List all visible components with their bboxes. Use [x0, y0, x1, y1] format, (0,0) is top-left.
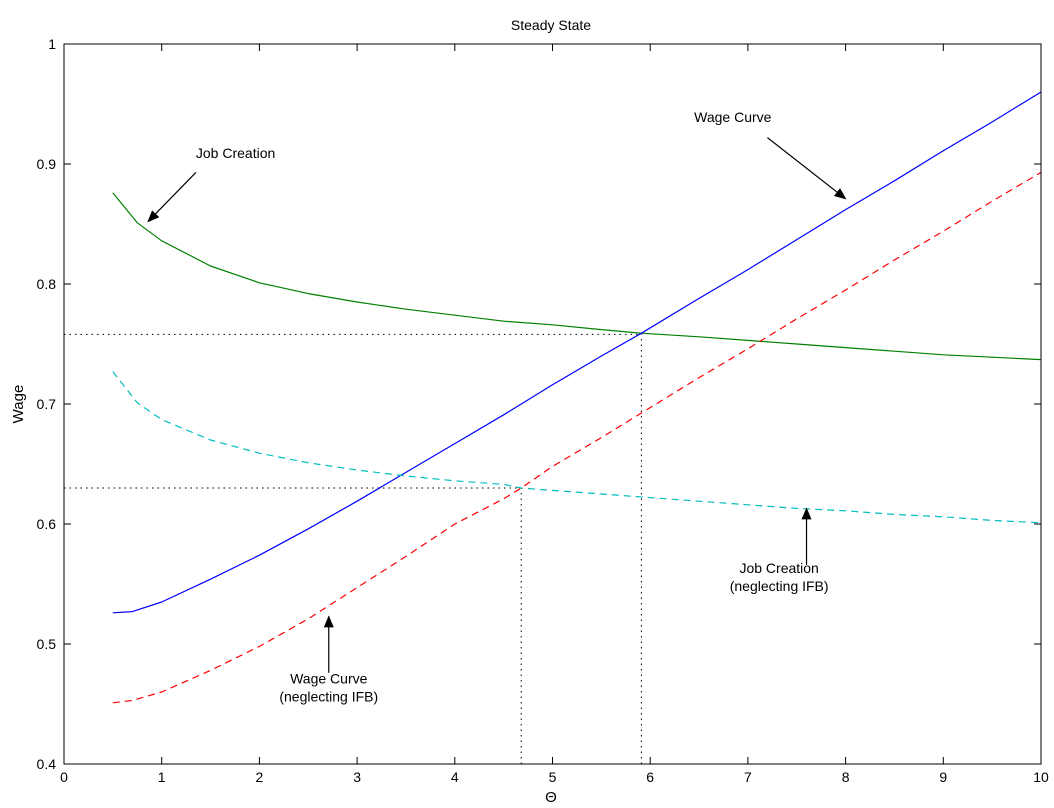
y-tick-label: 0.7	[37, 396, 57, 412]
x-axis-label: Θ	[545, 789, 557, 806]
y-tick-label: 0.5	[37, 636, 57, 652]
chart-title: Steady State	[511, 17, 591, 33]
x-tick-label: 1	[158, 769, 166, 785]
y-tick-label: 0.6	[37, 516, 57, 532]
job-creation-label: Job Creation	[196, 145, 275, 161]
x-tick-label: 3	[353, 769, 361, 785]
x-tick-label: 9	[939, 769, 947, 785]
x-tick-label: 4	[451, 769, 459, 785]
y-tick-label: 0.4	[37, 756, 57, 772]
x-tick-label: 0	[60, 769, 68, 785]
job-creation-label-arrow	[147, 171, 197, 223]
y-tick-label: 1	[48, 36, 56, 52]
x-tick-label: 10	[1033, 769, 1049, 785]
wage-curve-label: Wage Curve	[694, 109, 772, 125]
y-axis-label: Wage	[10, 385, 27, 424]
series-line-job-creation	[112, 192, 1042, 361]
x-tick-label: 8	[842, 769, 850, 785]
job-creation-no-ifb-label-line: (neglecting IFB)	[730, 578, 829, 594]
plot-area	[64, 91, 1042, 764]
wage-curve-no-ifb-label-line: (neglecting IFB)	[279, 689, 378, 705]
job-creation-no-ifb-label: Job Creation (neglecting IFB)	[730, 560, 829, 594]
x-tick-label: 7	[744, 769, 752, 785]
job-creation-label-line: Job Creation	[196, 145, 275, 161]
axis-ticks: 0 1 2 3 4 5 6 7 8 9 10 0.4 0.5 0.6 0.7 0.8 0.9 1	[37, 36, 1049, 785]
series-line-wage-curve-no-ifb	[112, 171, 1042, 704]
x-tick-label: 5	[549, 769, 557, 785]
y-tick-label: 0.8	[37, 276, 57, 292]
x-tick-label: 6	[646, 769, 654, 785]
x-tick-label: 2	[256, 769, 264, 785]
wage-curve-no-ifb-label-line: Wage Curve	[290, 671, 368, 687]
series-line-job-creation-no-ifb	[112, 371, 1042, 524]
wage-curve-no-ifb-label: Wage Curve (neglecting IFB)	[279, 671, 378, 705]
wage-curve-label-arrow	[767, 137, 847, 200]
y-tick-label: 0.9	[37, 156, 57, 172]
wage-curve-label-line: Wage Curve	[694, 109, 772, 125]
job-creation-no-ifb-label-line: Job Creation	[739, 560, 818, 576]
annotations: Job Creation Wage Curve Job Creation (negle…	[147, 109, 847, 705]
series-line-wage-curve	[112, 91, 1042, 614]
